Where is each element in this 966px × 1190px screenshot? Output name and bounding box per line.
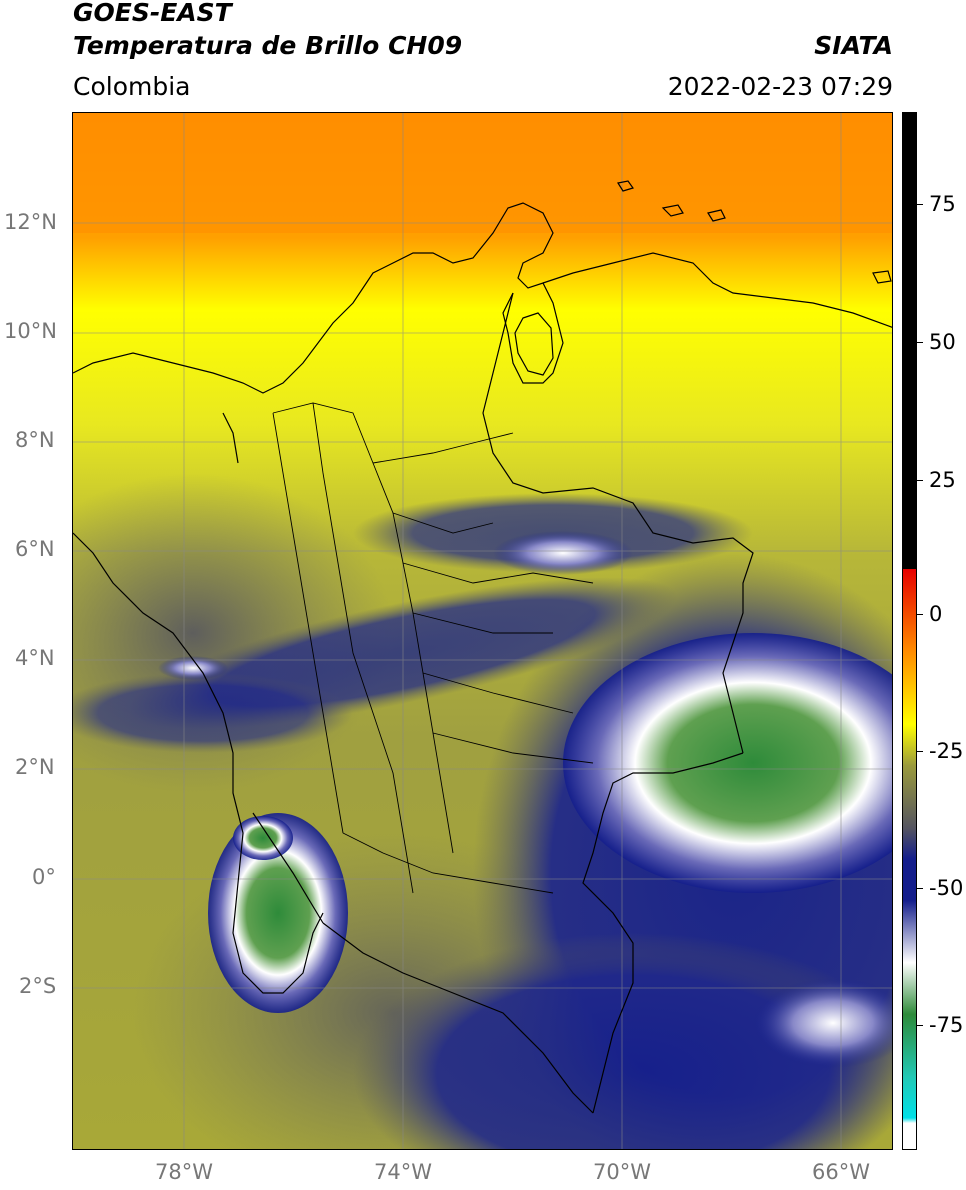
lat-tick-6n: 6°N bbox=[15, 537, 55, 561]
borders bbox=[73, 180, 892, 1114]
coastline-caribbean bbox=[73, 202, 564, 394]
lat-tick-8n: 8°N bbox=[15, 428, 55, 452]
datetime-label: 2022-02-23 07:29 bbox=[667, 72, 893, 101]
convective-core-small bbox=[233, 816, 293, 860]
colorbar-tick-minus75 bbox=[917, 1025, 923, 1026]
colorbar-tick-0 bbox=[917, 614, 923, 615]
warm-band bbox=[73, 113, 892, 233]
convective-core-southwest bbox=[208, 813, 348, 1013]
lon-tick-70w: 70°W bbox=[593, 1160, 651, 1184]
gridlines bbox=[73, 113, 892, 1149]
agency-label: SIATA bbox=[814, 31, 893, 60]
colorbar-tick-minus25 bbox=[917, 751, 923, 752]
cloud-west bbox=[158, 656, 228, 680]
island-trinidad bbox=[872, 270, 892, 284]
island-curacao bbox=[661, 204, 684, 217]
colorbar-label-minus75: -75 bbox=[929, 1013, 964, 1037]
internal-departments bbox=[272, 402, 594, 894]
satellite-title: GOES-EAST bbox=[73, 0, 232, 27]
lat-tick-4n: 4°N bbox=[15, 646, 55, 670]
colorbar-label-0: 0 bbox=[929, 602, 943, 626]
colorbar-tick-minus50 bbox=[917, 888, 923, 889]
product-title: Temperatura de Brillo CH09 bbox=[73, 31, 463, 60]
lat-tick-12n: 12°N bbox=[4, 210, 57, 234]
colorbar-label-75: 75 bbox=[929, 192, 956, 216]
island-bonaire bbox=[707, 209, 726, 222]
lat-tick-2n: 2°N bbox=[15, 755, 55, 779]
border-colombia-venezuela bbox=[482, 292, 754, 754]
lat-tick-0: 0° bbox=[32, 865, 56, 889]
border-colombia-brazil bbox=[582, 752, 744, 1114]
colorbar-tick-75 bbox=[917, 204, 923, 205]
lon-tick-78w: 78°W bbox=[155, 1160, 213, 1184]
lat-tick-2s: 2°S bbox=[19, 974, 57, 998]
colorbar-label-25: 25 bbox=[929, 468, 956, 492]
colorbar bbox=[902, 112, 917, 1150]
border-colombia-peru bbox=[322, 922, 594, 1114]
map-canvas bbox=[73, 113, 892, 1149]
colorbar-label-50: 50 bbox=[929, 330, 956, 354]
lon-tick-74w: 74°W bbox=[374, 1160, 432, 1184]
navy-band-west bbox=[73, 673, 353, 753]
brightness-temperature-map[interactable] bbox=[72, 112, 893, 1150]
border-colombia-panama bbox=[222, 412, 239, 464]
lat-tick-10n: 10°N bbox=[4, 319, 57, 343]
coastline-pacific bbox=[73, 532, 324, 994]
lon-tick-66w: 66°W bbox=[812, 1160, 870, 1184]
colorbar-label-minus25: -25 bbox=[929, 739, 964, 763]
colorbar-label-minus50: -50 bbox=[929, 876, 964, 900]
coastline-venezuela bbox=[542, 252, 892, 328]
colorbar-tick-25 bbox=[917, 480, 923, 481]
border-colombia-ecuador bbox=[252, 812, 324, 924]
convective-core-east bbox=[563, 633, 892, 893]
maracaibo-lake bbox=[514, 312, 554, 376]
navy-region-southeast bbox=[353, 933, 892, 1149]
region-label: Colombia bbox=[73, 72, 191, 101]
cloud-southeast bbox=[753, 978, 892, 1068]
cloud-north bbox=[493, 531, 633, 575]
island-aruba bbox=[617, 180, 634, 192]
colorbar-tick-50 bbox=[917, 342, 923, 343]
